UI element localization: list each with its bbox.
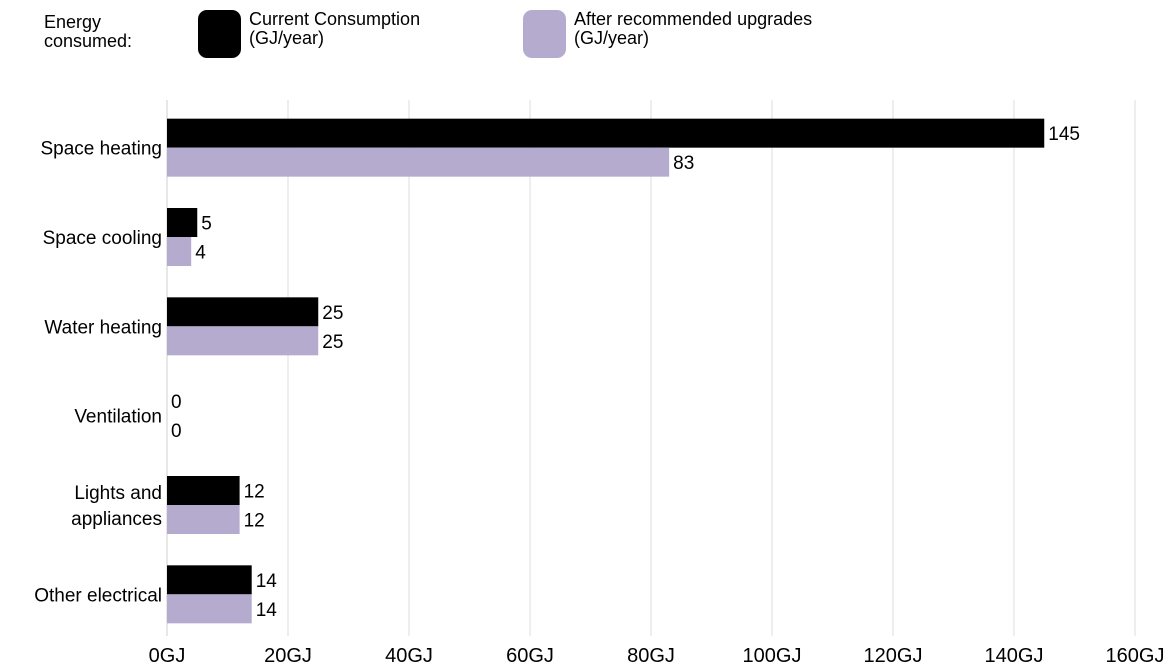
x-tick-label: 0GJ (149, 645, 186, 664)
legend-title: Energy consumed: (44, 12, 133, 51)
value-label: 145 (1048, 124, 1080, 145)
value-label: 0 (171, 421, 182, 442)
bar-current (167, 565, 252, 595)
x-tick-label: 60GJ (506, 645, 554, 664)
gridlines (166, 100, 1136, 636)
bar-after (167, 237, 192, 266)
bar-current (167, 118, 1045, 148)
bar-current (167, 297, 319, 327)
legend-label-after: After recommended upgrades (GJ/year) (574, 9, 813, 48)
bar-after (167, 147, 670, 177)
value-label: 14 (256, 600, 278, 621)
bar-after (167, 326, 319, 356)
legend-swatch-current (198, 10, 241, 58)
category-label: Lights and appliances (71, 483, 162, 530)
bar-after (167, 505, 240, 534)
bar-current (167, 476, 240, 505)
value-label: 5 (201, 214, 212, 235)
x-tick-label: 160GJ (1106, 645, 1165, 664)
value-label: 12 (244, 511, 265, 532)
bar-after (167, 594, 252, 624)
value-label: 12 (244, 482, 265, 503)
category-label: Ventilation (74, 407, 162, 428)
category-label: Space heating (41, 139, 163, 160)
labels: 0GJ 20GJ 40GJ 60GJ 80GJ 100GJ 120GJ 140GJ 160GJ S… (34, 124, 1164, 664)
category-label: Space cooling (43, 228, 162, 249)
legend-item-after: After recommended upgrades (GJ/year) (523, 10, 812, 58)
x-tick-label: 40GJ (385, 645, 433, 664)
value-label: 14 (256, 571, 278, 592)
x-tick-label: 100GJ (743, 645, 802, 664)
value-label: 25 (322, 303, 343, 324)
bars (167, 118, 1045, 624)
category-label: Other electrical (34, 585, 162, 606)
value-label: 0 (171, 392, 182, 413)
value-label: 4 (195, 243, 206, 264)
legend-label-current: Current Consumption (GJ/year) (249, 9, 421, 48)
x-tick-label: 120GJ (864, 645, 923, 664)
value-label: 83 (673, 153, 694, 174)
value-label: 25 (322, 332, 343, 353)
bar-current (167, 208, 198, 237)
x-tick-label: 20GJ (264, 645, 312, 664)
legend-item-current: Current Consumption (GJ/year) (198, 10, 420, 58)
x-tick-label: 80GJ (627, 645, 675, 664)
x-tick-label: 140GJ (985, 645, 1044, 664)
category-label: Water heating (44, 317, 162, 338)
legend-swatch-after (523, 10, 566, 58)
